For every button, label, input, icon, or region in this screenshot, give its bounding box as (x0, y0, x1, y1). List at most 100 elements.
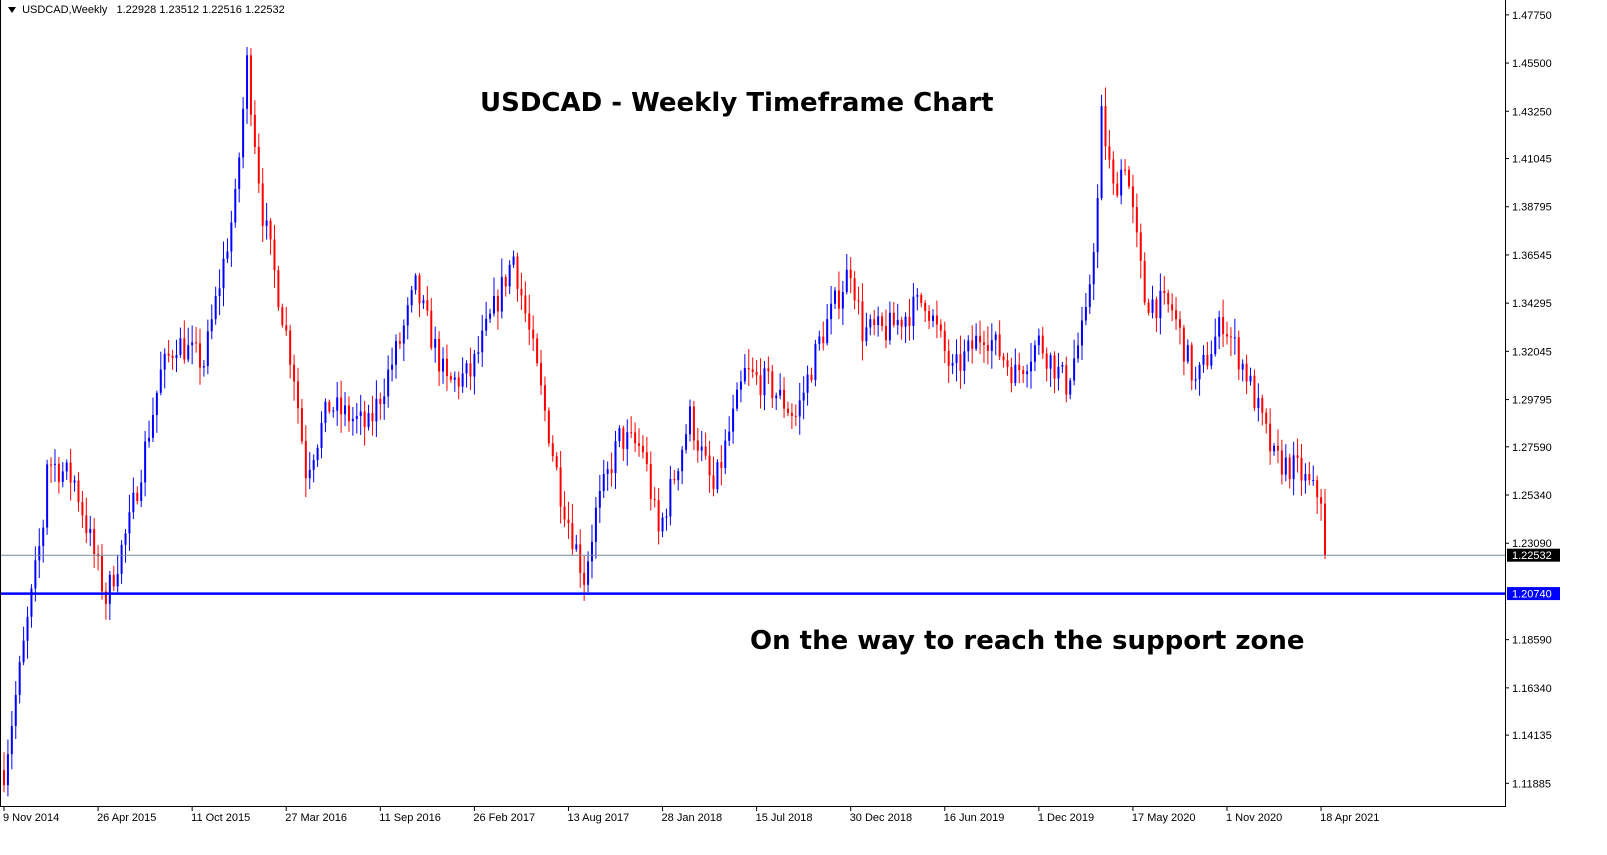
candle (210, 304, 213, 340)
candle (57, 457, 60, 494)
candle-body (963, 351, 966, 371)
candle (202, 359, 205, 377)
candle (916, 288, 919, 311)
candle (1284, 444, 1287, 482)
candle-body (273, 239, 276, 271)
candle (1077, 332, 1080, 363)
candle-body (481, 330, 484, 353)
candle (155, 390, 158, 433)
candle-body (606, 469, 609, 474)
candle-body (1284, 457, 1287, 475)
candle-body (865, 327, 868, 342)
candle (884, 309, 887, 349)
candle (575, 534, 578, 552)
y-tick-label: 1.14135 (1512, 730, 1552, 742)
candle (191, 325, 194, 365)
candle (837, 271, 840, 319)
candle-body (810, 374, 813, 381)
dropdown-triangle-icon[interactable] (8, 7, 16, 14)
candle (1139, 223, 1142, 279)
candle-body (281, 307, 284, 326)
candle (645, 436, 648, 472)
candle-body (818, 336, 821, 344)
candle (728, 416, 731, 447)
candle (547, 407, 550, 447)
candle (1320, 488, 1323, 521)
candle-body (89, 528, 92, 534)
candle-body (1316, 480, 1319, 498)
candle-body (57, 463, 60, 482)
candle (77, 472, 80, 512)
candle-body (971, 340, 974, 349)
candle-body (779, 389, 782, 396)
symbol-header[interactable]: USDCAD,Weekly 1.22928 1.23512 1.22516 1.… (8, 4, 285, 16)
y-tick-label: 1.34295 (1512, 298, 1552, 310)
candle (516, 252, 519, 302)
candle (477, 336, 480, 364)
candle-body (1073, 358, 1076, 381)
candle (873, 309, 876, 336)
y-tick-label: 1.25340 (1512, 490, 1552, 502)
candle (371, 395, 374, 436)
candle-body (316, 447, 319, 461)
candle-body (1120, 169, 1123, 196)
candle-body (163, 353, 166, 370)
candle-body (571, 523, 574, 550)
candle-body (1186, 345, 1189, 362)
candle-body (543, 385, 546, 411)
candle-body (1065, 365, 1068, 395)
candle-body (108, 574, 111, 604)
candle-body (916, 294, 919, 297)
candle-body (1198, 364, 1201, 380)
candle-body (669, 479, 672, 517)
candle-body (1249, 375, 1252, 382)
candle (1159, 273, 1162, 335)
candle-body (1273, 445, 1276, 452)
candle-body (187, 345, 190, 360)
candle-body (1128, 169, 1131, 187)
y-tick-label: 1.27590 (1512, 442, 1552, 454)
candle (163, 348, 166, 389)
candle-body (1014, 364, 1017, 384)
candle-body (786, 408, 789, 413)
candle-body (896, 320, 899, 326)
candle (881, 312, 884, 332)
candle-body (822, 336, 825, 344)
y-tick-label: 1.16340 (1512, 683, 1552, 695)
candle-body (943, 330, 946, 351)
candle (661, 512, 664, 538)
candle-body (1030, 361, 1033, 372)
candle-body (1049, 355, 1052, 369)
candle (696, 427, 699, 463)
candle-body (140, 482, 143, 501)
candle (904, 312, 907, 344)
candle (438, 331, 441, 386)
candle (296, 367, 299, 424)
candle (442, 347, 445, 384)
candle-body (6, 754, 9, 786)
candle-body (214, 296, 217, 320)
candle-body (1057, 366, 1060, 379)
candle-body (630, 432, 633, 434)
candle (1178, 311, 1181, 345)
candle-body (1061, 365, 1064, 367)
candle (704, 432, 707, 460)
candle-body (849, 269, 852, 279)
candle-body (363, 411, 366, 428)
candle (422, 295, 425, 309)
candle-body (379, 398, 382, 404)
candle (1049, 352, 1052, 387)
candle-body (641, 445, 644, 453)
candle (1190, 342, 1193, 391)
candle-body (1100, 106, 1103, 199)
candle-body (696, 440, 699, 451)
candle (234, 178, 237, 228)
candle-body (857, 300, 860, 302)
chart-annotation-title: USDCAD - Weekly Timeframe Chart (480, 88, 994, 118)
candle-body (155, 392, 158, 416)
candle (206, 319, 209, 375)
candle (171, 350, 174, 370)
time-axis: 9 Nov 2014 26 Apr 2015 11 Oct 2015 27 Mar 2… (3, 806, 1379, 824)
candle-body (206, 331, 209, 367)
candle (230, 210, 233, 267)
